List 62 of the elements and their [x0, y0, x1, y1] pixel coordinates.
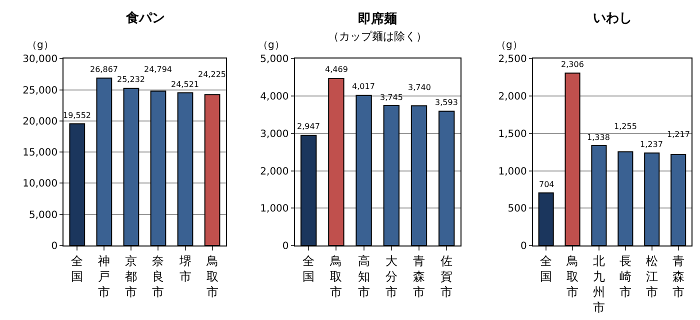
x-tick-label: 全国	[540, 254, 552, 284]
data-label: 2,947	[297, 122, 320, 131]
y-tick-label: 2,000	[498, 92, 527, 103]
x-tick-label: 高知市	[358, 254, 370, 300]
data-label: 26,867	[90, 65, 118, 74]
chart-title: いわし	[593, 11, 632, 26]
data-label: 3,593	[435, 98, 458, 107]
y-tick-label: 5,000	[29, 210, 58, 221]
y-tick-label: 5,000	[260, 54, 289, 66]
y-tick-label: 0	[520, 241, 527, 252]
x-tick-label: 大分市	[385, 254, 398, 300]
y-tick-label: 2,000	[260, 166, 289, 178]
x-tick-label: 奈良市	[152, 254, 164, 300]
data-label: 24,225	[198, 70, 226, 79]
y-tick-label: 2,500	[498, 54, 527, 66]
y-tick-label: 0	[282, 241, 289, 252]
y-tick-label: 1,000	[498, 166, 527, 178]
data-label: 4,469	[325, 65, 348, 74]
chart-title: 即席麺	[358, 11, 397, 27]
data-label: 1,338	[587, 133, 610, 142]
y-tick-label: 1,000	[260, 204, 289, 215]
data-label: 1,255	[614, 122, 637, 131]
y-tick-label: 10,000	[22, 178, 58, 190]
y-tick-label: 0	[51, 241, 58, 252]
y-tick-label: 500	[508, 204, 527, 215]
y-tick-label: 15,000	[22, 148, 58, 159]
chart-subtitle: （カップ麺は除く）	[328, 30, 427, 43]
x-tick-label: 全国	[302, 254, 315, 284]
x-tick-label: 佐賀市	[440, 254, 453, 300]
x-tick-label: 松江市	[646, 254, 658, 300]
x-tick-label: 鳥取市	[205, 254, 218, 300]
x-tick-label: 鳥取市	[329, 254, 342, 300]
y-axis-title: （g）	[27, 40, 54, 51]
data-label: 1,237	[640, 140, 663, 149]
x-tick-label: 堺市	[178, 254, 192, 284]
data-label: 4,017	[352, 82, 375, 91]
x-tick-label: 青森市	[413, 254, 425, 300]
data-label: 1,217	[667, 130, 690, 139]
data-label: 2,306	[561, 60, 584, 69]
y-axis-title: （g）	[496, 40, 522, 51]
x-tick-label: 長崎市	[619, 254, 632, 300]
x-tick-label: 北九州市	[592, 254, 605, 315]
x-tick-label: 青森市	[672, 254, 684, 300]
data-label: 704	[539, 180, 554, 189]
y-axis-title: （g）	[258, 40, 284, 51]
data-label: 3,740	[408, 83, 431, 92]
y-tick-label: 30,000	[22, 54, 58, 66]
chart-title: 食パン	[125, 11, 165, 26]
data-label: 24,794	[144, 65, 172, 74]
data-label: 3,745	[380, 93, 403, 102]
y-tick-label: 20,000	[22, 116, 58, 128]
y-tick-label: 1,500	[498, 128, 527, 140]
x-tick-label: 鳥取市	[566, 254, 579, 300]
x-tick-label: 全国	[71, 254, 84, 284]
y-tick-label: 3,000	[260, 128, 289, 140]
y-tick-label: 4,000	[260, 92, 289, 103]
data-label: 24,521	[171, 80, 199, 89]
x-tick-label: 神戸市	[98, 254, 110, 300]
y-tick-label: 25,000	[22, 85, 58, 96]
x-tick-label: 京都市	[125, 254, 138, 300]
data-label: 19,552	[63, 111, 91, 120]
data-label: 25,232	[117, 75, 145, 84]
